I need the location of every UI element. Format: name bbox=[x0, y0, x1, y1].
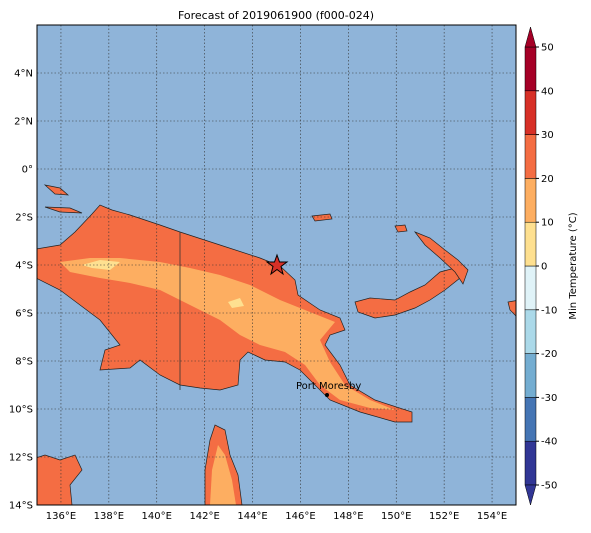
colorbar-band bbox=[524, 353, 537, 398]
colorbar-band bbox=[524, 309, 537, 354]
colorbar-tick-label: 30 bbox=[541, 130, 554, 141]
colorbar-band bbox=[524, 265, 537, 311]
colorbar-band bbox=[524, 397, 537, 442]
graticule: 136°E 138°E 140°E 142°E 144°E 146°E 148°E 150°E… bbox=[9, 25, 516, 522]
lat-tick-label: 0° bbox=[22, 165, 33, 176]
lon-tick-label: 146°E bbox=[285, 511, 315, 522]
lat-tick-label: 2°N bbox=[14, 117, 33, 128]
colorbar-tick-label: -40 bbox=[541, 437, 557, 448]
colorbar-tick-label: -50 bbox=[541, 481, 557, 492]
colorbar-band bbox=[524, 440, 537, 486]
colorbar-tick-label: 10 bbox=[541, 218, 554, 229]
lon-tick-label: 154°E bbox=[477, 511, 507, 522]
lon-tick-label: 142°E bbox=[189, 511, 219, 522]
island bbox=[43, 184, 70, 196]
lon-tick-label: 144°E bbox=[237, 511, 267, 522]
colorbar-extend bbox=[524, 26, 537, 48]
lat-tick-label: 2°S bbox=[15, 213, 33, 224]
colorbar-tick-label: 0 bbox=[541, 262, 547, 273]
colorbar-tick-label: 20 bbox=[541, 174, 554, 185]
island bbox=[44, 206, 83, 214]
colorbar-label: Min Temperature (°C) bbox=[568, 212, 579, 319]
colorbar: -50 -40 -30 -20 -10 0 10 20 30 40 50 bbox=[524, 26, 557, 506]
colorbar-band bbox=[524, 46, 537, 92]
lat-tick-label: 8°S bbox=[15, 357, 33, 368]
colorbar-tick-label: -30 bbox=[541, 393, 557, 404]
island bbox=[311, 213, 333, 222]
cool-spot bbox=[228, 298, 244, 308]
lon-tick-label: 152°E bbox=[429, 511, 459, 522]
colorbar-tick-label: -10 bbox=[541, 305, 557, 316]
lon-tick-label: 140°E bbox=[142, 511, 172, 522]
warm-region bbox=[210, 445, 236, 505]
city-marker bbox=[325, 393, 329, 397]
lat-tick-label: 6°S bbox=[15, 309, 33, 320]
city-label: Port Moresby bbox=[296, 381, 361, 392]
lon-tick-label: 136°E bbox=[46, 511, 76, 522]
warm-region bbox=[60, 258, 395, 410]
lon-tick-label: 148°E bbox=[333, 511, 363, 522]
lat-tick-label: 4°N bbox=[14, 69, 33, 80]
new-ireland bbox=[413, 231, 469, 285]
map-frame bbox=[36, 24, 517, 506]
lon-tick-label: 150°E bbox=[381, 511, 411, 522]
colorbar-extend bbox=[524, 484, 537, 506]
australia-west bbox=[37, 454, 83, 505]
colorbar-band bbox=[524, 90, 537, 135]
colorbar-band bbox=[524, 134, 537, 179]
lat-tick-label: 12°S bbox=[9, 453, 33, 464]
title: Forecast of 2019061900 (f000-024) bbox=[178, 9, 374, 22]
island bbox=[394, 224, 408, 233]
lat-tick-label: 4°S bbox=[15, 261, 33, 272]
lat-tick-label: 14°S bbox=[9, 501, 33, 512]
colorbar-tick-label: 50 bbox=[541, 43, 554, 54]
lon-tick-label: 138°E bbox=[94, 511, 124, 522]
lat-tick-label: 10°S bbox=[9, 405, 33, 416]
location-star bbox=[265, 253, 289, 276]
colorbar-tick-label: 40 bbox=[541, 86, 554, 97]
colorbar-tick-label: -20 bbox=[541, 349, 557, 360]
colorbar-band bbox=[524, 221, 537, 267]
australia-east bbox=[507, 300, 516, 317]
colorbar-band bbox=[524, 178, 537, 223]
